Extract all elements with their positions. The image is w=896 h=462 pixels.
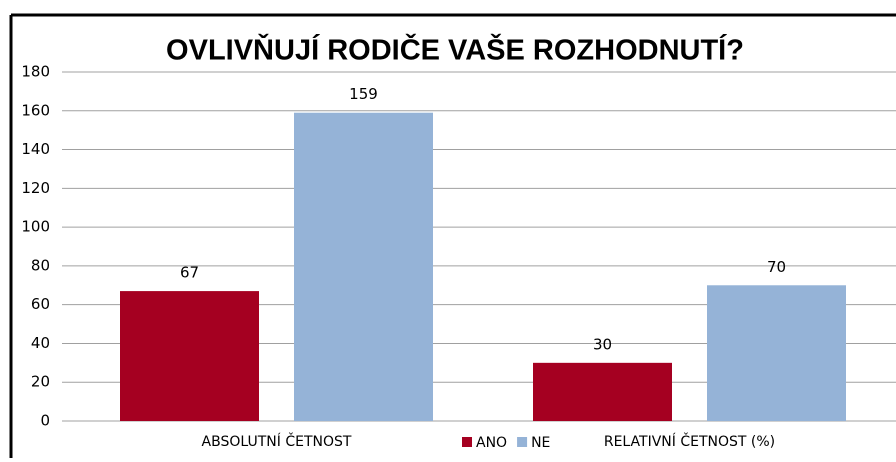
bar — [120, 291, 259, 421]
y-tick-label: 80 — [31, 256, 50, 274]
x-tick-label: RELATIVNÍ ČETNOST (%) — [604, 432, 775, 450]
data-label: 67 — [180, 264, 199, 282]
y-tick-label: 100 — [21, 218, 50, 236]
x-tick-label: ABSOLUTNÍ ČETNOST — [202, 432, 352, 450]
bar — [533, 362, 672, 421]
chart-title: OVLIVŇUJÍ RODIČE VAŠE ROZHODNUTÍ? — [166, 33, 744, 67]
data-label: 159 — [349, 85, 378, 103]
y-tick-label: 20 — [31, 373, 50, 391]
y-tick-label: 160 — [21, 101, 50, 119]
data-label: 70 — [767, 258, 786, 276]
bar — [294, 112, 433, 421]
y-tick-label: 140 — [21, 140, 50, 158]
y-tick-label: 0 — [40, 412, 50, 430]
legend-swatch — [517, 437, 528, 447]
legend-label: NE — [531, 435, 550, 451]
legend-label: ANO — [476, 435, 507, 451]
y-tick-label: 40 — [31, 334, 50, 352]
y-tick-label: 120 — [21, 179, 50, 197]
legend-swatch — [462, 437, 472, 447]
y-tick-label: 180 — [21, 63, 50, 81]
data-label: 30 — [593, 335, 612, 353]
y-tick-label: 60 — [31, 295, 50, 313]
bar — [707, 285, 846, 421]
